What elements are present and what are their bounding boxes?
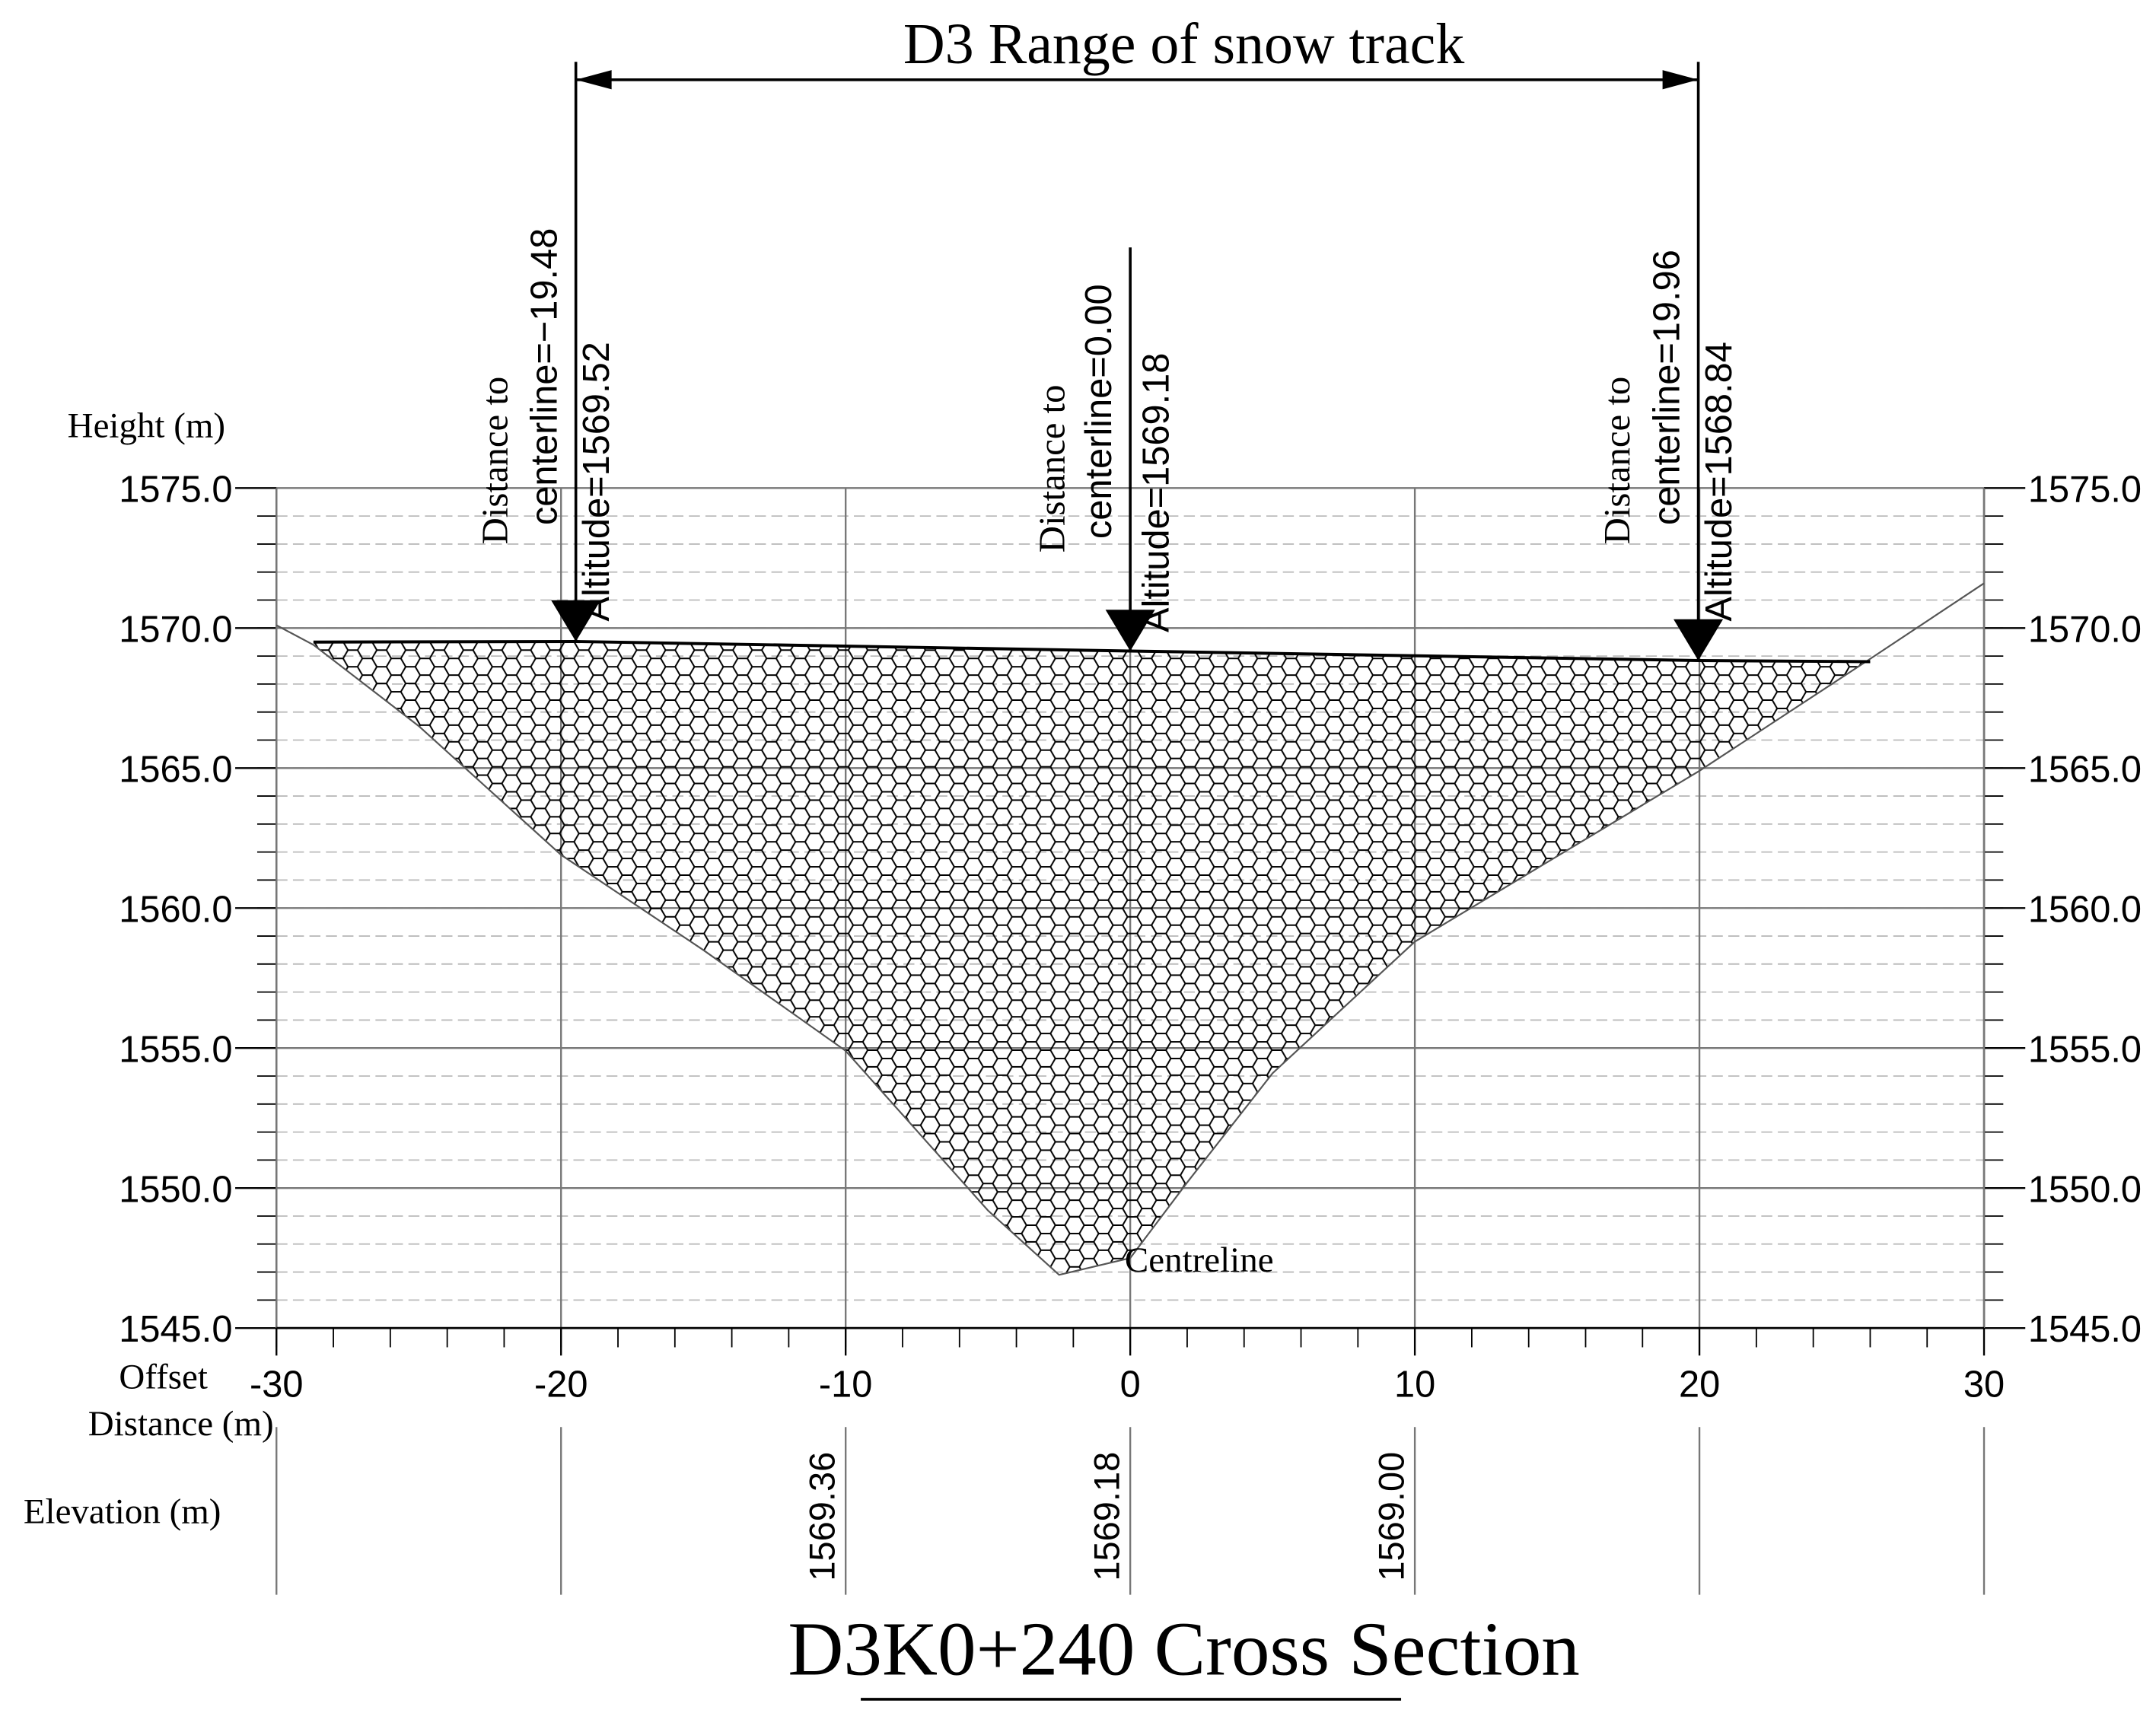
y-tick-label: 1570.0: [119, 609, 232, 650]
y-tick-label: 1575.0: [119, 469, 232, 510]
y-tick-label: 1565.0: [119, 749, 232, 790]
y-axis-label: Height (m): [68, 406, 225, 445]
marker: [1105, 610, 1155, 651]
snow-fill: [313, 641, 1871, 1275]
marker-label: centerline=0.00: [1078, 284, 1119, 539]
y-tick-label: 1545.0: [119, 1309, 232, 1350]
y-tick-label: 1550.0: [119, 1169, 232, 1210]
elevation-label: 1569.18: [1087, 1452, 1127, 1581]
ground-line: [275, 582, 1985, 1276]
range-label: D3 Range of snow track: [903, 12, 1464, 76]
y-tick-label: 1570.0: [2028, 609, 2142, 650]
marker-label: Altitude=1569.18: [1136, 353, 1177, 632]
marker-label: centerline=−19.48: [524, 228, 565, 525]
marker-label: Altitude=1568.84: [1699, 342, 1740, 621]
chart-title: D3K0+240 Cross Section: [788, 1606, 1580, 1691]
y-tick-label: 1550.0: [2028, 1169, 2142, 1210]
elevation-row-label: Elevation (m): [24, 1492, 221, 1532]
x-axis-label: Offset: [119, 1358, 208, 1397]
marker-label: centerline=19.96: [1646, 250, 1687, 525]
marker-label: Distance to: [474, 377, 515, 545]
x-tick-label: 30: [1963, 1364, 2005, 1405]
marker-label: Distance to: [1031, 385, 1072, 553]
y-tick-label: 1575.0: [2028, 469, 2142, 510]
x-axis-label: Distance (m): [88, 1404, 274, 1444]
y-tick-label: 1560.0: [2028, 889, 2142, 930]
x-tick-label: -30: [250, 1364, 303, 1405]
elevation-label: 1569.00: [1371, 1452, 1412, 1581]
y-tick-label: 1545.0: [2028, 1309, 2142, 1350]
marker-label: Altitude=1569.52: [576, 342, 617, 621]
y-tick-label: 1555.0: [119, 1029, 232, 1070]
marker-label: Distance to: [1597, 377, 1638, 545]
marker: [551, 600, 601, 642]
marker: [1674, 619, 1724, 661]
elevation-label: 1569.36: [802, 1452, 842, 1581]
x-tick-label: 10: [1394, 1364, 1435, 1405]
y-tick-label: 1565.0: [2028, 749, 2142, 790]
y-tick-label: 1555.0: [2028, 1029, 2142, 1070]
x-tick-label: 20: [1679, 1364, 1720, 1405]
x-tick-label: -10: [819, 1364, 872, 1405]
x-tick-label: 0: [1120, 1364, 1141, 1405]
y-tick-label: 1560.0: [119, 889, 232, 930]
x-tick-label: -20: [534, 1364, 588, 1405]
centreline-label: Centreline: [1125, 1240, 1274, 1280]
